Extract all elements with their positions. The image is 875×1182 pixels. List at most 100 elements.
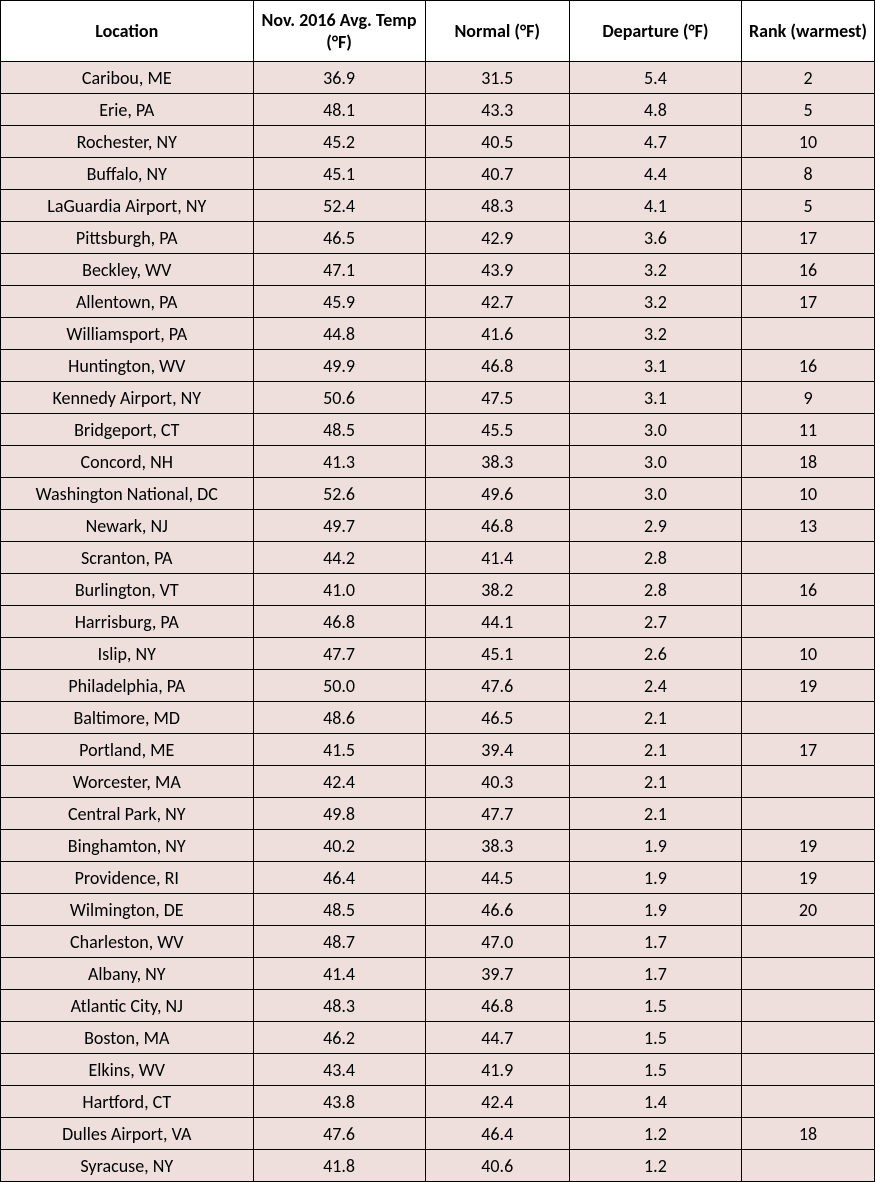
table-row: Islip, NY47.745.12.610 <box>1 638 875 670</box>
cell-avg-temp: 46.2 <box>253 1022 425 1054</box>
cell-avg-temp: 41.0 <box>253 574 425 606</box>
cell-normal: 47.6 <box>425 670 569 702</box>
cell-departure: 3.2 <box>569 318 741 350</box>
table-row: Buffalo, NY45.140.74.48 <box>1 158 875 190</box>
table-row: Pittsburgh, PA46.542.93.617 <box>1 222 875 254</box>
table-row: Binghamton, NY40.238.31.919 <box>1 830 875 862</box>
cell-location: Philadelphia, PA <box>1 670 254 702</box>
cell-avg-temp: 49.7 <box>253 510 425 542</box>
cell-avg-temp: 41.8 <box>253 1150 425 1182</box>
cell-normal: 38.3 <box>425 830 569 862</box>
cell-avg-temp: 47.1 <box>253 254 425 286</box>
cell-avg-temp: 49.8 <box>253 798 425 830</box>
table-row: Dulles Airport, VA47.646.41.218 <box>1 1118 875 1150</box>
cell-rank: 10 <box>742 478 875 510</box>
cell-location: Scranton, PA <box>1 542 254 574</box>
table-row: Albany, NY41.439.71.7 <box>1 958 875 990</box>
table-row: Concord, NH41.338.33.018 <box>1 446 875 478</box>
cell-avg-temp: 41.5 <box>253 734 425 766</box>
cell-rank: 13 <box>742 510 875 542</box>
cell-avg-temp: 46.5 <box>253 222 425 254</box>
cell-departure: 5.4 <box>569 62 741 94</box>
table-row: Portland, ME41.539.42.117 <box>1 734 875 766</box>
temperature-table: Location Nov. 2016 Avg. Temp (°F) Normal… <box>0 0 875 1182</box>
cell-departure: 2.9 <box>569 510 741 542</box>
cell-normal: 44.7 <box>425 1022 569 1054</box>
cell-normal: 41.6 <box>425 318 569 350</box>
cell-departure: 1.5 <box>569 990 741 1022</box>
cell-departure: 3.1 <box>569 382 741 414</box>
cell-departure: 2.7 <box>569 606 741 638</box>
cell-location: Providence, RI <box>1 862 254 894</box>
cell-rank: 17 <box>742 222 875 254</box>
cell-location: Harrisburg, PA <box>1 606 254 638</box>
cell-location: Wilmington, DE <box>1 894 254 926</box>
cell-rank: 16 <box>742 254 875 286</box>
cell-normal: 42.4 <box>425 1086 569 1118</box>
cell-location: Williamsport, PA <box>1 318 254 350</box>
cell-departure: 2.6 <box>569 638 741 670</box>
cell-departure: 1.7 <box>569 958 741 990</box>
cell-rank <box>742 542 875 574</box>
cell-location: Islip, NY <box>1 638 254 670</box>
table-row: Harrisburg, PA46.844.12.7 <box>1 606 875 638</box>
cell-departure: 2.4 <box>569 670 741 702</box>
cell-rank: 17 <box>742 286 875 318</box>
cell-departure: 1.4 <box>569 1086 741 1118</box>
cell-avg-temp: 48.5 <box>253 414 425 446</box>
cell-location: Kennedy Airport, NY <box>1 382 254 414</box>
cell-avg-temp: 42.4 <box>253 766 425 798</box>
cell-rank: 19 <box>742 830 875 862</box>
cell-normal: 39.4 <box>425 734 569 766</box>
cell-location: Boston, MA <box>1 1022 254 1054</box>
cell-rank <box>742 318 875 350</box>
cell-normal: 42.7 <box>425 286 569 318</box>
cell-rank <box>742 702 875 734</box>
header-location: Location <box>1 1 254 62</box>
header-rank: Rank (warmest) <box>742 1 875 62</box>
cell-location: Binghamton, NY <box>1 830 254 862</box>
header-departure: Departure (°F) <box>569 1 741 62</box>
cell-location: Allentown, PA <box>1 286 254 318</box>
cell-departure: 2.8 <box>569 542 741 574</box>
cell-normal: 49.6 <box>425 478 569 510</box>
cell-rank <box>742 990 875 1022</box>
cell-rank <box>742 766 875 798</box>
cell-departure: 3.2 <box>569 254 741 286</box>
cell-normal: 38.3 <box>425 446 569 478</box>
cell-rank <box>742 1022 875 1054</box>
cell-location: Dulles Airport, VA <box>1 1118 254 1150</box>
cell-rank: 2 <box>742 62 875 94</box>
table-row: Newark, NJ49.746.82.913 <box>1 510 875 542</box>
cell-location: Central Park, NY <box>1 798 254 830</box>
cell-departure: 2.1 <box>569 702 741 734</box>
cell-rank <box>742 1086 875 1118</box>
cell-avg-temp: 50.6 <box>253 382 425 414</box>
cell-departure: 2.1 <box>569 734 741 766</box>
cell-avg-temp: 44.8 <box>253 318 425 350</box>
cell-avg-temp: 48.7 <box>253 926 425 958</box>
cell-departure: 1.2 <box>569 1118 741 1150</box>
table-row: Central Park, NY49.847.72.1 <box>1 798 875 830</box>
cell-location: Portland, ME <box>1 734 254 766</box>
cell-rank: 9 <box>742 382 875 414</box>
table-row: Caribou, ME36.931.55.42 <box>1 62 875 94</box>
cell-departure: 1.5 <box>569 1022 741 1054</box>
cell-location: Charleston, WV <box>1 926 254 958</box>
table-row: Atlantic City, NJ48.346.81.5 <box>1 990 875 1022</box>
cell-location: Elkins, WV <box>1 1054 254 1086</box>
cell-rank: 5 <box>742 94 875 126</box>
header-normal: Normal (°F) <box>425 1 569 62</box>
cell-normal: 48.3 <box>425 190 569 222</box>
table-row: Erie, PA48.143.34.85 <box>1 94 875 126</box>
cell-rank <box>742 958 875 990</box>
table-row: Burlington, VT41.038.22.816 <box>1 574 875 606</box>
cell-rank: 8 <box>742 158 875 190</box>
cell-location: Pittsburgh, PA <box>1 222 254 254</box>
table-row: LaGuardia Airport, NY52.448.34.15 <box>1 190 875 222</box>
cell-normal: 43.3 <box>425 94 569 126</box>
table-row: Worcester, MA42.440.32.1 <box>1 766 875 798</box>
table-row: Washington National, DC52.649.63.010 <box>1 478 875 510</box>
cell-location: Washington National, DC <box>1 478 254 510</box>
cell-avg-temp: 41.4 <box>253 958 425 990</box>
